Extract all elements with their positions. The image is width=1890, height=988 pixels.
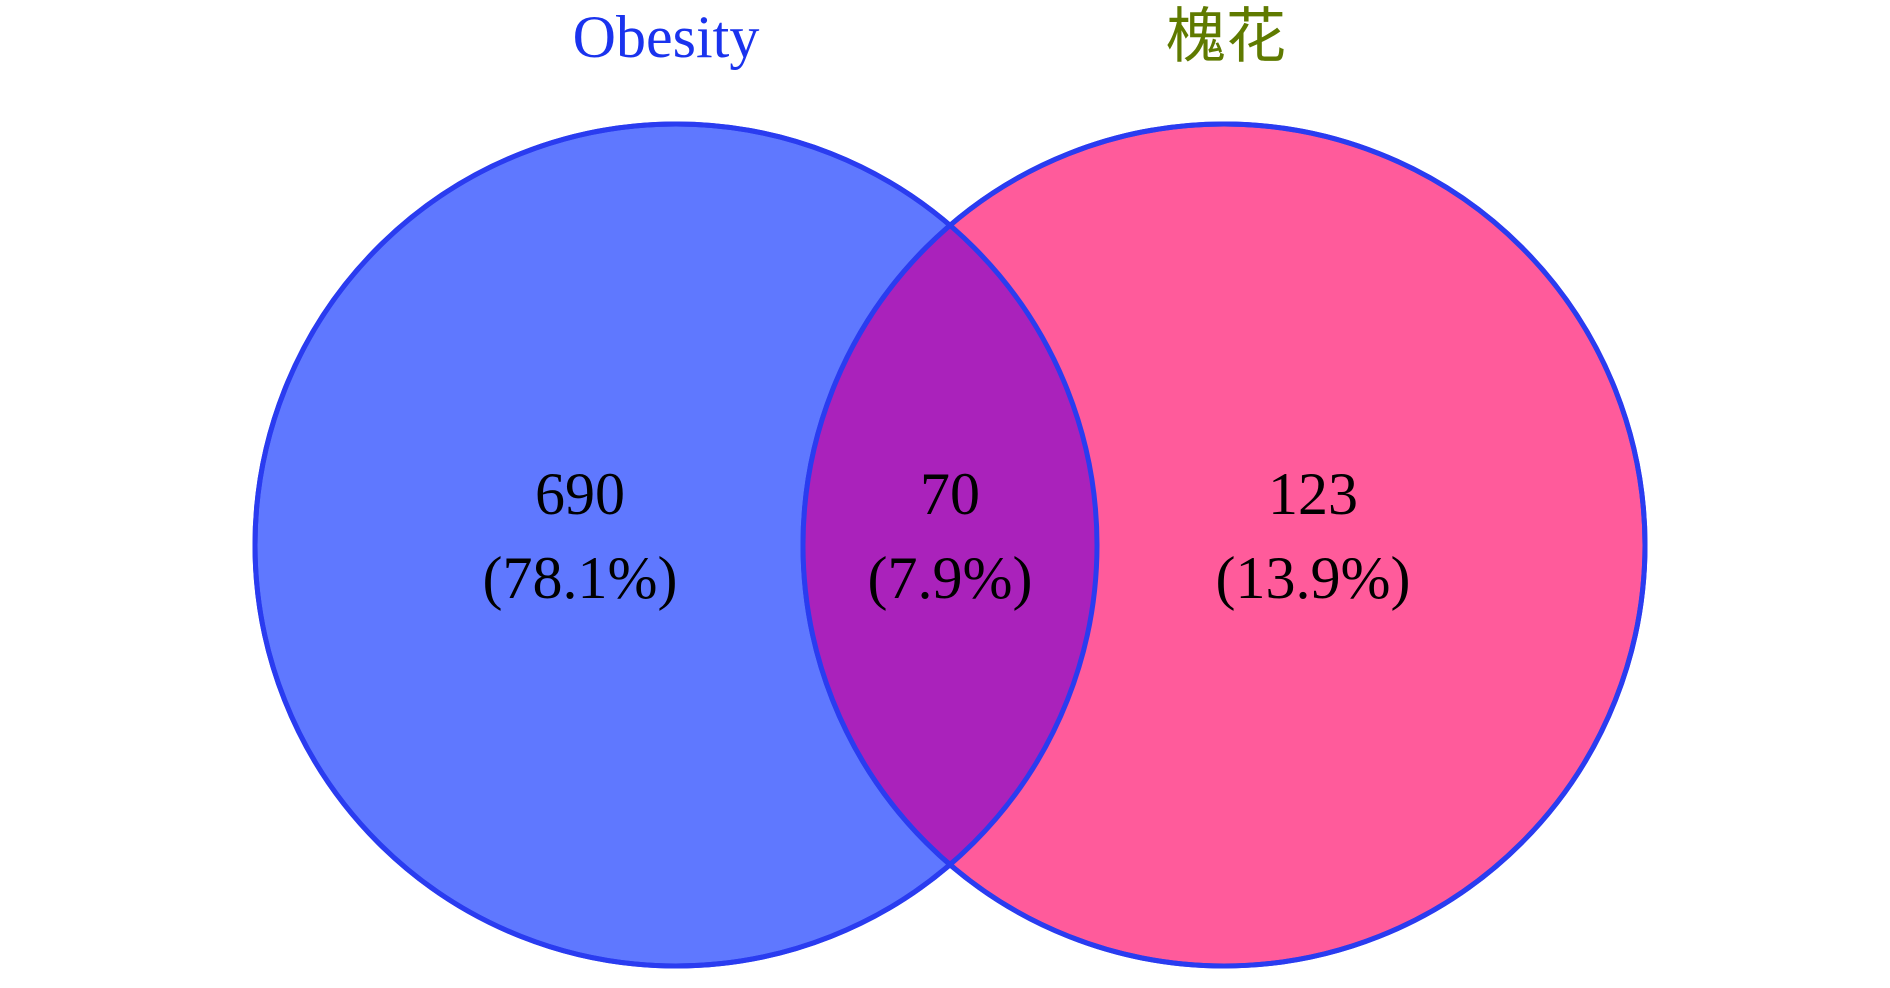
set-title-huaihua: 槐花: [1166, 4, 1286, 70]
region-percent-huaihua-only: (13.9%): [1216, 545, 1411, 611]
region-count-huaihua-only: 123: [1268, 461, 1358, 527]
set-title-obesity: Obesity: [573, 4, 760, 70]
obesity-set-outline: [252, 121, 1100, 969]
region-count-obesity-only: 690: [535, 461, 625, 527]
intersection-region: [803, 124, 1097, 966]
region-count-both: 70: [920, 461, 980, 527]
huaihua-set-outline: [800, 121, 1648, 969]
region-percent-obesity-only: (78.1%): [483, 545, 678, 611]
region-percent-both: (7.9%): [868, 545, 1033, 611]
